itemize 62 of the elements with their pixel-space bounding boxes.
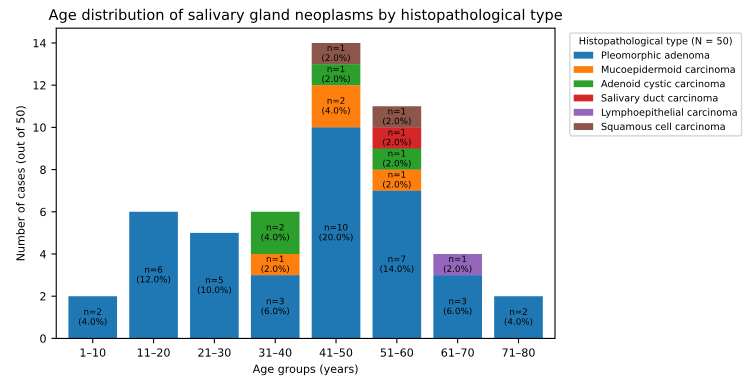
legend-title: Histopathological type (N = 50) xyxy=(580,36,732,46)
bar xyxy=(250,212,300,254)
data-label: n=1 (2.0%) xyxy=(383,108,411,126)
data-label: n=5 (10.0%) xyxy=(198,276,231,294)
data-label: n=2 (4.0%) xyxy=(261,224,289,242)
y-tick-label: 12 xyxy=(34,81,46,90)
x-tick-label: 21–30 xyxy=(198,348,231,357)
data-label: n=1 (2.0%) xyxy=(383,129,411,146)
data-label: n=1 (2.0%) xyxy=(383,171,411,189)
y-tick-label: 4 xyxy=(40,250,46,258)
chart-title: Age distribution of salivary gland neoplasms by histopathological type xyxy=(48,8,562,23)
bar xyxy=(494,296,543,338)
y-tick-label: 14 xyxy=(34,39,46,48)
bar xyxy=(312,85,360,128)
data-label: n=2 (4.0%) xyxy=(322,97,350,115)
bar xyxy=(372,106,422,128)
data-label: n=10 (20.0%) xyxy=(319,224,353,242)
bar xyxy=(372,190,422,338)
data-label: n=1 (2.0%) xyxy=(383,150,411,168)
x-axis-title: Age groups (years) xyxy=(252,364,358,376)
x-tick-label: 61–70 xyxy=(442,348,474,357)
y-axis-title: Number of cases (out of 50) xyxy=(16,106,26,260)
bar xyxy=(250,254,300,276)
y-tick-label: 10 xyxy=(34,123,46,132)
bar xyxy=(312,127,360,338)
legend-label: Pleomorphic adenoma xyxy=(602,51,710,61)
legend-label: Squamous cell carcinoma xyxy=(602,122,725,132)
legend-label: Mucoepidermoid carcinoma xyxy=(602,65,735,75)
x-tick-label: 11–20 xyxy=(138,348,170,357)
bar xyxy=(433,275,482,338)
data-label: n=1 (2.0%) xyxy=(444,256,472,274)
bar xyxy=(312,42,360,64)
data-label: n=1 (2.0%) xyxy=(322,44,350,62)
data-label: n=7 (14.0%) xyxy=(380,256,414,274)
bar xyxy=(312,64,360,86)
bar xyxy=(372,127,422,148)
y-tick-label: 6 xyxy=(40,208,46,216)
data-label: n=2 (4.0%) xyxy=(78,308,107,326)
legend-label: Lymphoepithelial carcinoma xyxy=(602,108,737,118)
y-tick-label: 8 xyxy=(40,166,46,174)
legend-label: Salivary duct carcinoma xyxy=(602,94,718,104)
data-label: n=3 (6.0%) xyxy=(444,298,472,316)
x-tick-label: 31–40 xyxy=(259,348,292,357)
legend-label: Adenoid cystic carcinoma xyxy=(601,80,725,90)
x-tick-label: 51–60 xyxy=(380,348,414,357)
data-label: n=2 (4.0%) xyxy=(504,308,532,326)
x-tick-label: 1–10 xyxy=(80,348,106,357)
bar xyxy=(129,212,178,338)
y-tick-label: 2 xyxy=(40,292,46,300)
data-label: n=1 (2.0%) xyxy=(261,256,289,274)
x-tick-label: 41–50 xyxy=(320,348,352,357)
bar xyxy=(250,275,300,338)
y-tick-label: 0 xyxy=(40,334,46,343)
data-label: n=6 (12.0%) xyxy=(137,266,170,284)
x-tick-label: 71–80 xyxy=(502,348,535,357)
data-label: n=1 (2.0%) xyxy=(322,66,350,84)
data-label: n=3 (6.0%) xyxy=(261,298,289,316)
bar xyxy=(68,296,118,338)
bar xyxy=(190,232,239,338)
bar xyxy=(433,254,482,276)
bar xyxy=(372,148,422,170)
bar xyxy=(372,170,422,191)
